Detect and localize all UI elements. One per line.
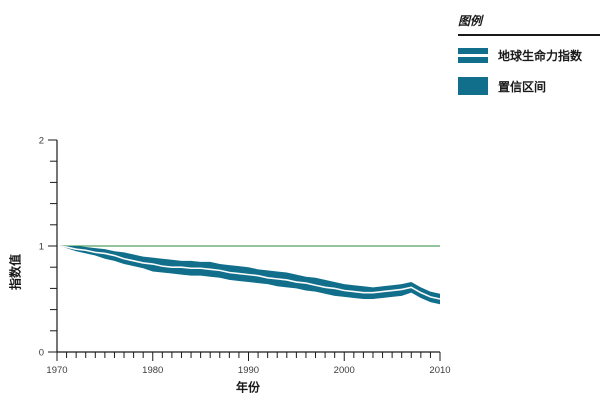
legend-item-ci: 置信区间 [458,77,600,95]
x-tick-label: 2000 [334,365,355,376]
y-axis-title: 指数值 [8,253,23,291]
legend-label-ci: 置信区间 [498,79,547,94]
x-axis-title: 年份 [235,380,261,395]
legend-label-lpi: 地球生命力指数 [498,49,583,63]
ci-band-swatch-icon [458,77,488,95]
x-tick-label: 1990 [238,365,259,376]
legend-item-lpi: 地球生命力指数 [458,47,600,64]
index-line [56,245,441,300]
legend: 图例 地球生命力指数 置信区间 [458,12,600,95]
legend-title: 图例 [458,14,483,28]
swatch-bar-top [458,48,488,54]
lpi-line-swatch-icon [458,48,488,63]
y-tick-label: 0 [39,348,44,359]
y-tick-label: 2 [39,136,44,147]
y-tick-label: 1 [39,242,44,253]
x-tick-label: 1970 [46,365,67,376]
x-tick-label: 2010 [429,365,450,376]
legend-divider [458,34,600,36]
swatch-bar-bottom [458,57,488,63]
x-tick-label: 1980 [142,365,163,376]
